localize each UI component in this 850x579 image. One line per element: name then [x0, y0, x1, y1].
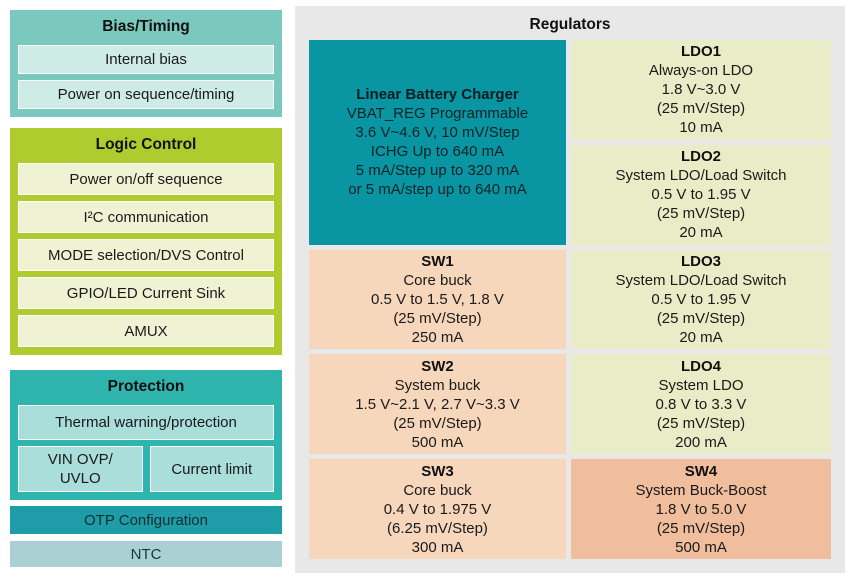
- block-line: (25 mV/Step): [393, 414, 482, 432]
- block-linear-battery-charger: Linear Battery Charger VBAT_REG Programm…: [309, 40, 566, 245]
- otp-configuration-bar: OTP Configuration: [10, 506, 282, 534]
- block-line: or 5 mA/step up to 640 mA: [348, 181, 527, 199]
- bias-timing-title: Bias/Timing: [102, 18, 190, 35]
- ntc-bar: NTC: [10, 541, 282, 567]
- block-line: System Buck-Boost: [635, 481, 767, 499]
- block-line: (25 mV/Step): [656, 309, 746, 327]
- block-line: System LDO/Load Switch: [615, 271, 787, 289]
- protection-split-row: VIN OVP/ UVLO Current limit: [18, 446, 274, 492]
- block-line: (25 mV/Step): [656, 519, 746, 537]
- logic-item-gpio-led-current-sink: GPIO/LED Current Sink: [18, 277, 274, 309]
- block-line: (25 mV/Step): [393, 309, 482, 327]
- logic-item-mode-selection-dvs: MODE selection/DVS Control: [18, 239, 274, 271]
- bias-item-power-on-sequence: Power on sequence/timing: [18, 80, 274, 109]
- block-ldo3: LDO3 System LDO/Load Switch 0.5 V to 1.9…: [571, 249, 831, 350]
- block-line: 300 mA: [411, 538, 464, 556]
- block-line: 1.8 V to 5.0 V: [655, 500, 747, 518]
- block-name: LDO2: [680, 148, 721, 166]
- logic-control-title: Logic Control: [95, 136, 197, 153]
- block-line: 0.5 V to 1.5 V, 1.8 V: [371, 290, 504, 308]
- block-line: Core buck: [403, 271, 472, 289]
- bias-item-internal-bias: Internal bias: [18, 45, 274, 74]
- block-name: SW1: [421, 252, 454, 270]
- block-line: 0.8 V to 3.3 V: [655, 395, 747, 413]
- block-line: (25 mV/Step): [656, 414, 746, 432]
- block-line: System LDO/Load Switch: [615, 167, 787, 185]
- block-name: Linear Battery Charger: [356, 86, 519, 104]
- protection-title: Protection: [107, 378, 185, 395]
- logic-item-amux: AMUX: [18, 315, 274, 347]
- block-line: 250 mA: [411, 328, 464, 346]
- regulators-title: Regulators: [529, 16, 611, 33]
- block-line: 3.6 V~4.6 V, 10 mV/Step: [355, 124, 520, 142]
- block-ldo2: LDO2 System LDO/Load Switch 0.5 V to 1.9…: [571, 144, 831, 245]
- protection-panel: Protection Thermal warning/protection VI…: [10, 370, 282, 500]
- block-line: 0.5 V to 1.95 V: [651, 290, 751, 308]
- logic-item-power-onoff-sequence: Power on/off sequence: [18, 163, 274, 195]
- block-line: 20 mA: [679, 224, 723, 242]
- block-line: 1.8 V~3.0 V: [661, 81, 741, 99]
- block-name: LDO1: [680, 43, 721, 61]
- block-line: 20 mA: [679, 328, 723, 346]
- block-sw3: SW3 Core buck 0.4 V to 1.975 V (6.25 mV/…: [309, 459, 566, 559]
- bias-timing-panel: Bias/Timing Internal bias Power on seque…: [10, 10, 282, 117]
- protection-item-current-limit: Current limit: [149, 446, 274, 492]
- block-line: 0.5 V to 1.95 V: [651, 186, 751, 204]
- logic-control-panel: Logic Control Power on/off sequence I²C …: [10, 128, 282, 355]
- regulators-panel: Regulators Linear Battery Charger VBAT_R…: [295, 6, 845, 573]
- block-line: 1.5 V~2.1 V, 2.7 V~3.3 V: [355, 395, 520, 413]
- block-name: SW4: [684, 462, 718, 480]
- block-sw4: SW4 System Buck-Boost 1.8 V to 5.0 V (25…: [571, 459, 831, 559]
- block-line: Always-on LDO: [648, 62, 754, 80]
- block-line: 500 mA: [675, 538, 727, 556]
- block-sw2: SW2 System buck 1.5 V~2.1 V, 2.7 V~3.3 V…: [309, 354, 566, 455]
- block-line: Core buck: [403, 481, 472, 499]
- block-line: 500 mA: [411, 433, 464, 451]
- block-line: 10 mA: [679, 119, 723, 137]
- block-line: 200 mA: [675, 433, 727, 451]
- block-name: LDO3: [680, 252, 721, 270]
- block-ldo4: LDO4 System LDO 0.8 V to 3.3 V (25 mV/St…: [571, 354, 831, 455]
- block-ldo1: LDO1 Always-on LDO 1.8 V~3.0 V (25 mV/St…: [571, 40, 831, 140]
- block-line: System LDO: [658, 376, 744, 394]
- protection-item-vin-ovp-uvlo: VIN OVP/ UVLO: [18, 446, 143, 492]
- block-name: LDO4: [680, 357, 721, 375]
- regulators-grid: Linear Battery Charger VBAT_REG Programm…: [309, 40, 831, 559]
- protection-item-thermal: Thermal warning/protection: [18, 405, 274, 440]
- block-line: 0.4 V to 1.975 V: [383, 500, 492, 518]
- left-column: Bias/Timing Internal bias Power on seque…: [10, 10, 282, 567]
- block-line: 5 mA/Step up to 320 mA: [355, 162, 520, 180]
- logic-item-i2c-communication: I²C communication: [18, 201, 274, 233]
- block-sw1: SW1 Core buck 0.5 V to 1.5 V, 1.8 V (25 …: [309, 249, 566, 350]
- block-line: System buck: [394, 376, 481, 394]
- block-line: (25 mV/Step): [656, 205, 746, 223]
- block-line: ICHG Up to 640 mA: [370, 143, 505, 161]
- block-line: (25 mV/Step): [656, 100, 746, 118]
- block-line: (6.25 mV/Step): [387, 519, 488, 537]
- block-name: SW2: [421, 357, 454, 375]
- block-line: VBAT_REG Programmable: [346, 105, 529, 123]
- block-name: SW3: [421, 462, 454, 480]
